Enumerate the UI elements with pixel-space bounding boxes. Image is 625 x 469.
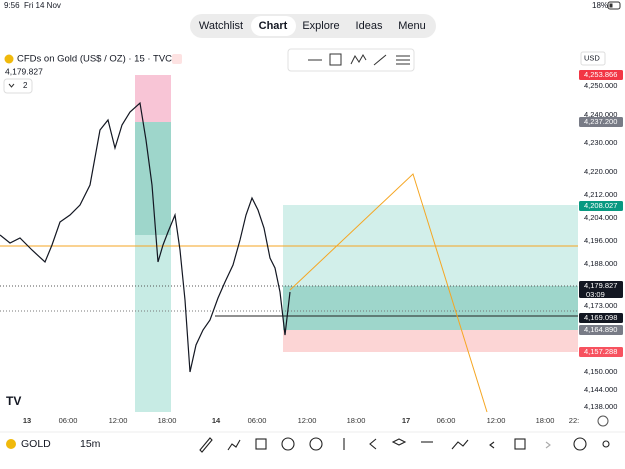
price-label: 4,204.000 [584, 213, 617, 222]
price-label: 4,173.000 [584, 301, 617, 310]
short-target-zone-ext [135, 235, 171, 412]
time-label: 12:00 [109, 416, 128, 425]
time-label: 06:00 [248, 416, 267, 425]
price-label: 4,240.000 [584, 110, 617, 119]
time-label: 06:00 [437, 416, 456, 425]
price-label: 4,237.200 [584, 117, 617, 126]
time-label: 18:00 [536, 416, 555, 425]
long-stop-zone [283, 330, 578, 352]
price-label: 4,169.098 [584, 313, 617, 322]
price-label: 4,150.000 [584, 367, 617, 376]
battery-level [609, 3, 613, 8]
symbol-icon [4, 54, 14, 64]
status-date: Fri 14 Nov [24, 1, 61, 10]
nav-explore[interactable]: Explore [302, 20, 339, 32]
price-label-box [579, 347, 623, 357]
replay-icon[interactable] [369, 438, 377, 450]
fullscreen-icon[interactable] [514, 438, 526, 450]
settings-icon[interactable] [597, 415, 609, 427]
currency: USD [584, 53, 600, 62]
symbol-title[interactable]: CFDs on Gold (US$ / OZ) · 15 · TVC [17, 54, 172, 65]
price-label-box [579, 281, 623, 298]
chart-area [0, 75, 578, 413]
short-target-zone [135, 122, 171, 235]
battery-icon [607, 1, 621, 10]
tool-path[interactable] [350, 54, 367, 65]
time-label: 14 [212, 416, 221, 425]
nav-bar [190, 14, 436, 38]
projection-path [289, 173, 488, 413]
time-label: 18:00 [347, 416, 366, 425]
layout-button[interactable] [3, 78, 33, 94]
price-label: 4,188.000 [584, 259, 617, 268]
templates-icon[interactable] [255, 438, 267, 450]
price-label-box [579, 117, 623, 127]
price-axis [578, 45, 625, 415]
price-label: 4,138.000 [584, 402, 617, 411]
countdown: 03:09 [586, 290, 605, 299]
long-target-zone-inner [283, 286, 578, 330]
more-icon[interactable] [602, 440, 610, 448]
price-label: 4,144.000 [584, 385, 617, 394]
time-label: 06:00 [59, 416, 78, 425]
price-label: 4,208.027 [584, 201, 617, 210]
price-label-box [579, 325, 623, 335]
nav-chart[interactable]: Chart [259, 20, 288, 32]
price-series [0, 101, 291, 373]
time-label: 22: [569, 416, 579, 425]
price-label: 4,157.288 [584, 347, 617, 356]
price-label-box [579, 313, 623, 323]
time-label: 18:00 [158, 416, 177, 425]
undo-icon[interactable] [489, 441, 495, 449]
add-bottom-icon[interactable] [573, 437, 587, 451]
currency-button[interactable] [580, 51, 606, 66]
bottom-symbol-icon [6, 439, 16, 449]
nav-menu[interactable]: Menu [398, 20, 426, 32]
price-label: 4,220.000 [584, 167, 617, 176]
price-label: 4,212.000 [584, 190, 617, 199]
nav-selected [251, 16, 296, 36]
tool-rect[interactable] [329, 53, 342, 66]
price-label-box [579, 70, 623, 80]
add-icon[interactable] [281, 437, 295, 451]
price-label-box [579, 201, 623, 211]
tool-trend[interactable] [373, 54, 387, 66]
price-label: 4,196.000 [584, 236, 617, 245]
layout-count: 2 [23, 81, 28, 90]
price-label: 4,164.890 [584, 325, 617, 334]
price-label: 4,179.827 [584, 281, 617, 290]
short-stop-zone [135, 75, 171, 122]
draw-icon[interactable] [199, 437, 213, 453]
price-label: 4,230.000 [584, 138, 617, 147]
time-label: 12:00 [298, 416, 317, 425]
bottom-symbol[interactable]: GOLD [21, 438, 51, 450]
status-time: 9:56 [4, 1, 20, 10]
chevron [8, 83, 15, 88]
tv-logo: TV [6, 394, 21, 408]
redo-icon[interactable] [545, 441, 551, 449]
alert-icon-bottom[interactable] [309, 437, 323, 451]
time-label: 12:00 [487, 416, 506, 425]
alert-icon[interactable] [172, 54, 182, 64]
price-label: 4,253.866 [584, 70, 617, 79]
drawing-toolbar [287, 48, 415, 72]
nav-ideas[interactable]: Ideas [356, 20, 383, 32]
battery: 18% [592, 1, 608, 10]
symbol-price: 4,179.827 [5, 66, 43, 76]
compare-icon[interactable] [451, 439, 469, 450]
bottom-interval[interactable]: 15m [80, 438, 101, 450]
nav-watchlist[interactable]: Watchlist [199, 20, 243, 32]
layers-icon[interactable] [391, 438, 407, 446]
time-label: 17 [402, 416, 410, 425]
price-label: 4,250.000 [584, 81, 617, 90]
time-label: 13 [23, 416, 31, 425]
indicator-icon[interactable] [227, 439, 241, 451]
